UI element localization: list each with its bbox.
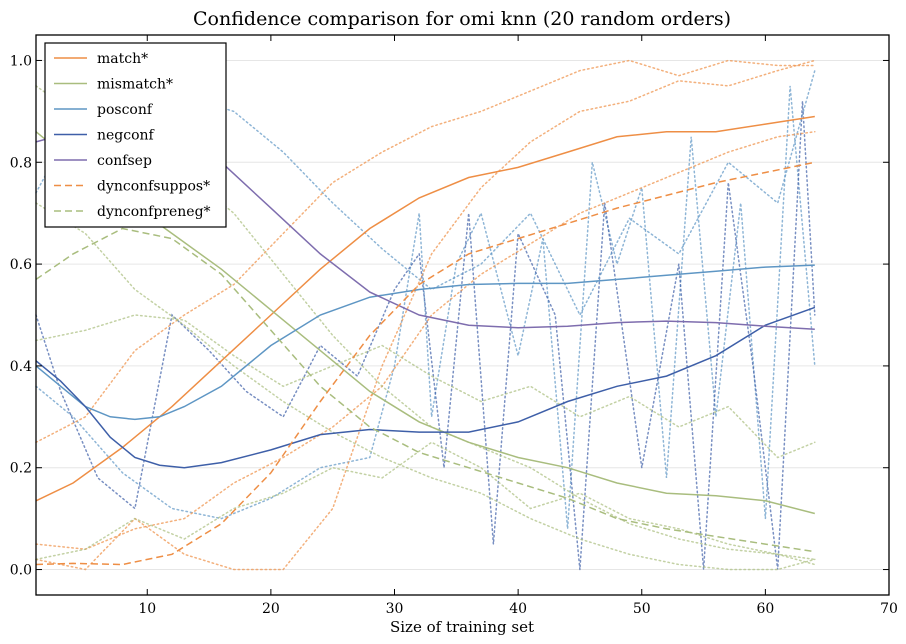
series-line (35, 306, 816, 469)
x-tick-label: 70 (880, 601, 898, 617)
legend-label: confsep (97, 153, 152, 169)
x-tick-label: 10 (138, 601, 156, 617)
legend-label: dynconfsuppos* (97, 179, 210, 195)
x-tick-label: 50 (633, 601, 651, 617)
legend-label: match* (97, 51, 148, 67)
background-trace (35, 59, 816, 444)
background-trace (35, 130, 816, 550)
chart-title: Confidence comparison for omi knn (20 ra… (193, 8, 731, 30)
y-tick-label: 0.0 (10, 563, 32, 579)
tick-layer: 10 20 30 40 50 60 70 0.0 0.2 0.4 0.6 0.8 1.0 (10, 35, 898, 617)
legend-label: mismatch* (97, 77, 173, 93)
background-trace (35, 59, 816, 571)
background-trace (35, 101, 816, 570)
series-line (35, 161, 815, 566)
series-line (35, 115, 815, 502)
x-tick-label: 60 (756, 601, 774, 617)
background-trace (35, 441, 816, 566)
y-tick-label: 0.6 (10, 257, 32, 273)
background-trace (35, 314, 816, 459)
legend-label: posconf (97, 102, 154, 118)
series-line (35, 264, 815, 421)
legend: match* mismatch* posconf negconf confsep dync… (44, 42, 227, 228)
background-trace (35, 202, 816, 571)
legend-label: negconf (97, 128, 156, 144)
y-tick-label: 1.0 (10, 53, 32, 69)
x-tick-label: 40 (509, 601, 527, 617)
x-tick-label: 20 (262, 601, 280, 617)
series-line (35, 227, 815, 553)
x-tick-label: 30 (386, 601, 404, 617)
x-axis-label: Size of training set (390, 618, 534, 636)
legend-label: dynconfpreneg* (97, 204, 211, 220)
y-tick-label: 0.8 (10, 155, 32, 171)
y-tick-label: 0.2 (10, 461, 32, 477)
y-tick-label: 0.4 (10, 359, 32, 375)
plot-frame (35, 34, 890, 596)
